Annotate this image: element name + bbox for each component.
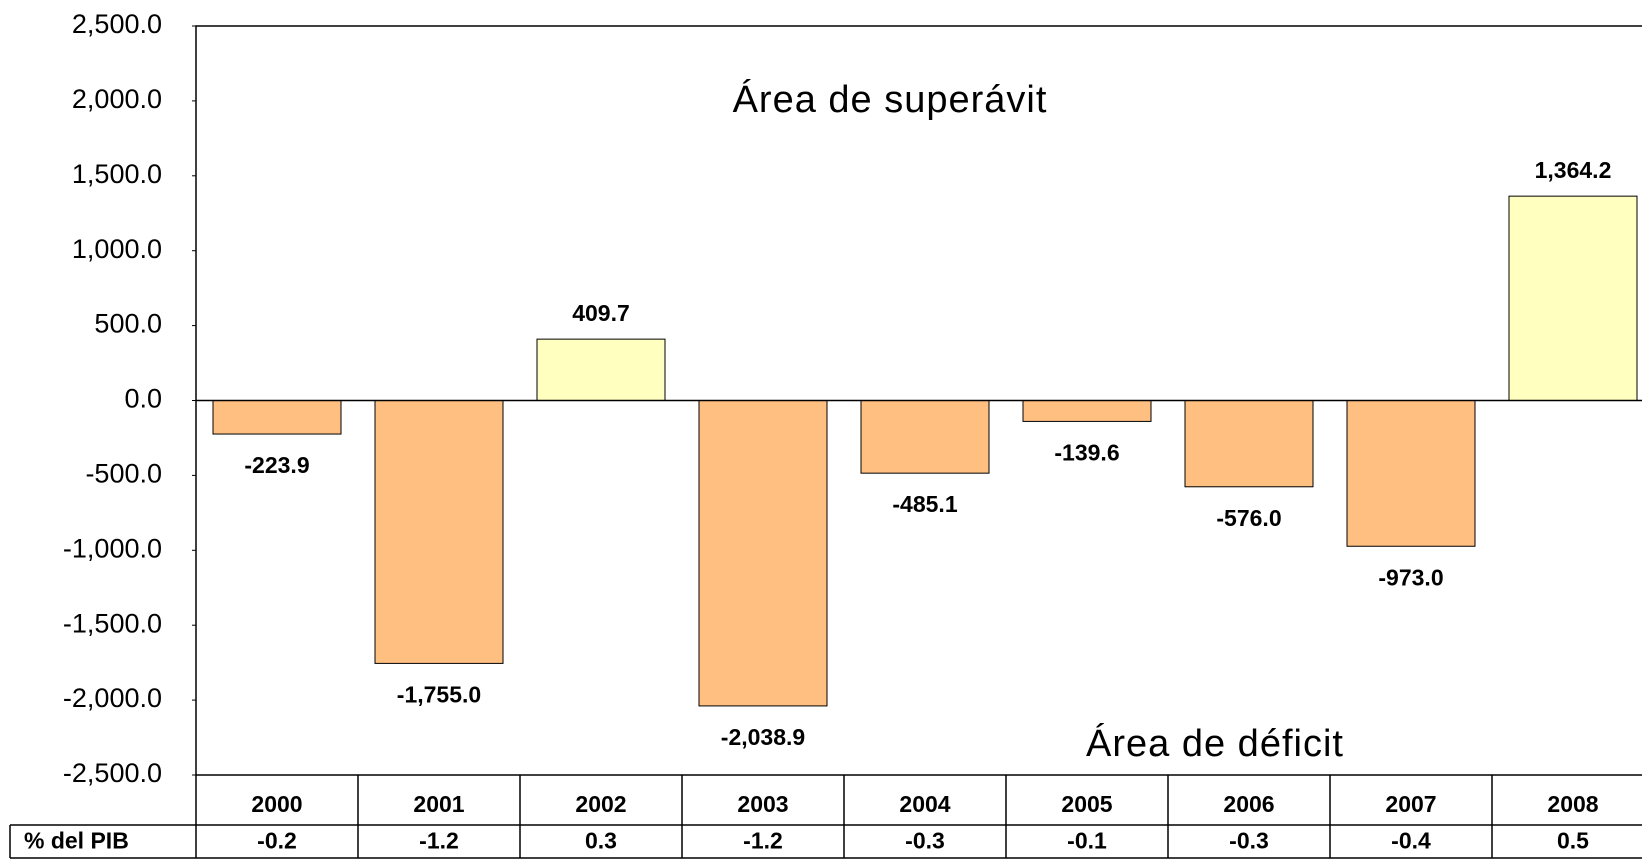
x-tick-label: 2006 bbox=[1223, 791, 1274, 817]
bar bbox=[1508, 195, 1638, 401]
table-cell: -0.1 bbox=[1067, 828, 1107, 854]
data-label: 409.7 bbox=[572, 300, 630, 326]
x-tick-label: 2004 bbox=[899, 791, 950, 817]
y-tick-label: 2,500.0 bbox=[72, 9, 162, 39]
data-label: -485.1 bbox=[892, 491, 957, 517]
table-cell: 0.5 bbox=[1557, 828, 1589, 854]
row-label: % del PIB bbox=[24, 828, 129, 854]
bar bbox=[1346, 400, 1476, 547]
y-tick-label: 1,500.0 bbox=[72, 159, 162, 189]
data-label: -2,038.9 bbox=[721, 724, 805, 750]
y-tick-label: 0.0 bbox=[124, 384, 162, 414]
y-tick-label: 500.0 bbox=[94, 309, 162, 339]
y-tick-label: -2,000.0 bbox=[63, 683, 162, 713]
x-tick-label: 2002 bbox=[575, 791, 626, 817]
table-cell: -0.3 bbox=[905, 828, 945, 854]
x-tick-label: 2008 bbox=[1547, 791, 1598, 817]
data-label: -973.0 bbox=[1378, 564, 1443, 590]
x-tick-label: 2007 bbox=[1385, 791, 1436, 817]
table-cell: -0.4 bbox=[1391, 828, 1431, 854]
bar bbox=[698, 400, 828, 707]
bar bbox=[1184, 400, 1314, 488]
bar bbox=[536, 338, 666, 402]
data-label: -223.9 bbox=[244, 452, 309, 478]
y-tick-label: 1,000.0 bbox=[72, 234, 162, 264]
table-cell: -1.2 bbox=[419, 828, 459, 854]
annotation: Área de superávit bbox=[733, 78, 1048, 121]
annotation: Área de déficit bbox=[1086, 722, 1344, 765]
x-tick-label: 2003 bbox=[737, 791, 788, 817]
y-tick-label: 2,000.0 bbox=[72, 84, 162, 114]
bar bbox=[860, 400, 990, 474]
y-tick-label: -1,000.0 bbox=[63, 533, 162, 563]
x-tick-label: 2000 bbox=[251, 791, 302, 817]
data-label: -139.6 bbox=[1054, 439, 1119, 465]
table-cell: -1.2 bbox=[743, 828, 783, 854]
table-cell: -0.2 bbox=[257, 828, 297, 854]
y-tick-label: -2,500.0 bbox=[63, 758, 162, 788]
table-cell: 0.3 bbox=[585, 828, 617, 854]
y-tick-label: -500.0 bbox=[85, 459, 162, 489]
data-label: 1,364.2 bbox=[1535, 157, 1612, 183]
bar bbox=[212, 400, 342, 435]
table-cell: -0.3 bbox=[1229, 828, 1269, 854]
x-tick-label: 2005 bbox=[1061, 791, 1112, 817]
y-tick-label: -1,500.0 bbox=[63, 608, 162, 638]
data-label: -576.0 bbox=[1216, 505, 1281, 531]
data-label: -1,755.0 bbox=[397, 681, 481, 707]
bar bbox=[1022, 400, 1152, 422]
bar bbox=[374, 400, 504, 664]
x-tick-label: 2001 bbox=[413, 791, 464, 817]
